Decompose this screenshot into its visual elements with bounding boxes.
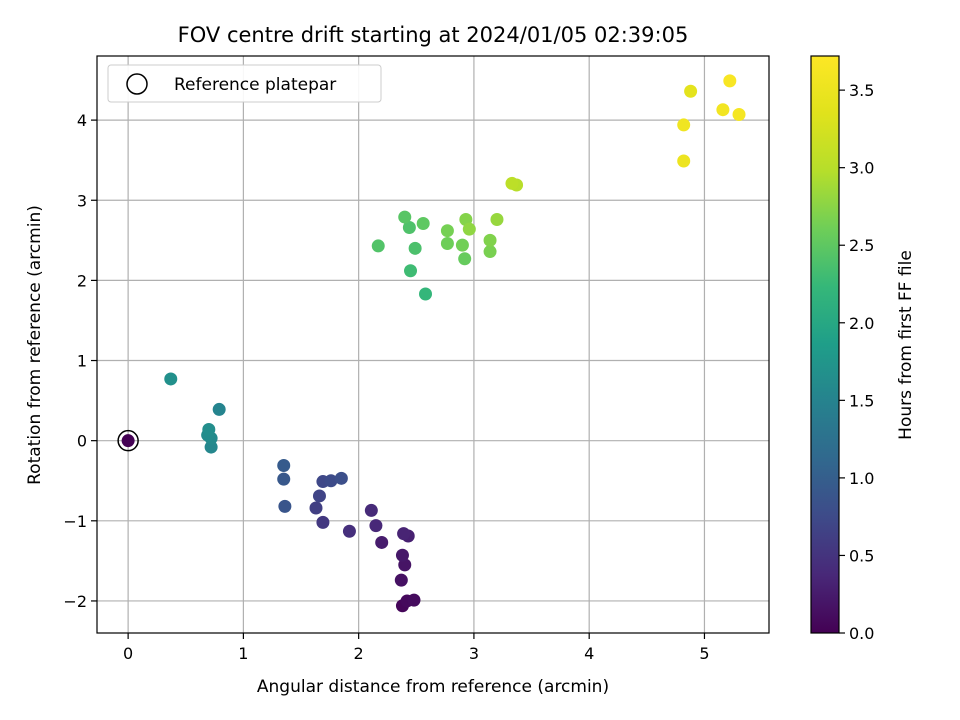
data-point <box>324 474 338 488</box>
data-point <box>716 103 730 117</box>
data-point <box>677 154 691 168</box>
y-tick-label: −2 <box>63 592 87 611</box>
data-point <box>402 220 416 234</box>
colorbar-ticks: 0.0 0.5 1.0 1.5 2.0 2.5 3.0 3.5 <box>839 81 874 643</box>
data-point <box>407 593 421 607</box>
data-point <box>121 434 135 448</box>
colorbar-tick-label: 3.5 <box>849 81 874 100</box>
data-point <box>316 515 330 529</box>
data-point <box>723 74 737 88</box>
y-tick-label: 4 <box>77 111 87 130</box>
data-point <box>277 459 291 473</box>
data-point <box>164 372 178 386</box>
colorbar-tick-label: 1.5 <box>849 391 874 410</box>
data-point <box>312 489 326 503</box>
data-point <box>342 524 356 538</box>
data-point <box>395 548 409 562</box>
y-tick-label: 2 <box>77 271 87 290</box>
data-point <box>212 402 226 416</box>
data-point <box>677 118 691 132</box>
data-points <box>121 74 746 613</box>
y-tick-label: −1 <box>63 512 87 531</box>
colorbar-label: Hours from first FF file <box>896 250 916 440</box>
chart-title: FOV centre drift starting at 2024/01/05 … <box>178 23 689 47</box>
data-point <box>416 216 430 230</box>
data-point <box>505 176 519 190</box>
data-point <box>455 238 469 252</box>
x-axis-label: Angular distance from reference (arcmin) <box>257 677 609 697</box>
y-tick-label: 0 <box>77 432 87 451</box>
data-point <box>309 501 323 515</box>
data-point <box>408 241 422 255</box>
legend-box <box>107 64 382 103</box>
y-tick-label: 1 <box>77 352 87 371</box>
reference-platepar-marker <box>117 429 139 452</box>
x-tick-label: 5 <box>699 644 709 663</box>
colorbar-gradient <box>810 55 840 634</box>
grid-lines <box>97 56 769 633</box>
plot-frame <box>96 55 770 634</box>
x-tick-label: 4 <box>584 644 594 663</box>
data-point <box>202 422 216 436</box>
data-point <box>277 472 291 486</box>
colorbar-tick-label: 2.0 <box>849 314 874 333</box>
colorbar-tick-label: 2.5 <box>849 236 874 255</box>
data-point <box>440 224 454 238</box>
reference-marker <box>117 429 139 452</box>
y-tick-label: 3 <box>77 191 87 210</box>
data-point <box>462 222 476 236</box>
colorbar-tick-label: 0.5 <box>849 546 874 565</box>
data-point <box>490 212 504 226</box>
x-axis-ticks: 0 1 2 3 4 5 <box>123 633 710 663</box>
data-point <box>732 108 746 122</box>
legend-entry: Reference platepar <box>174 75 336 95</box>
data-point <box>364 503 378 517</box>
x-tick-label: 3 <box>469 644 479 663</box>
data-point <box>419 287 433 301</box>
data-point <box>334 471 348 485</box>
legend: Reference platepar <box>107 64 382 103</box>
colorbar-tick-label: 0.0 <box>849 624 874 643</box>
data-point <box>278 499 292 513</box>
y-axis-ticks: −2 −1 0 1 2 3 4 <box>63 111 97 611</box>
data-point <box>398 210 412 224</box>
data-point <box>483 245 497 259</box>
colorbar: 0.0 0.5 1.0 1.5 2.0 2.5 3.0 3.5 Hours from firs… <box>810 55 916 643</box>
data-point <box>397 527 411 541</box>
y-axis-label: Rotation from reference (arcmin) <box>25 205 45 485</box>
data-point <box>394 573 408 587</box>
data-point <box>440 237 454 251</box>
legend-marker <box>126 73 148 95</box>
x-tick-label: 0 <box>123 644 133 663</box>
data-point <box>369 519 383 533</box>
data-point <box>404 264 418 278</box>
colorbar-tick-label: 1.0 <box>849 469 874 488</box>
data-point <box>371 239 385 253</box>
data-point <box>458 252 472 266</box>
data-point <box>375 535 389 549</box>
data-point <box>483 233 497 247</box>
data-point <box>684 84 698 98</box>
colorbar-tick-label: 3.0 <box>849 159 874 178</box>
x-tick-label: 2 <box>354 644 364 663</box>
x-tick-label: 1 <box>238 644 248 663</box>
